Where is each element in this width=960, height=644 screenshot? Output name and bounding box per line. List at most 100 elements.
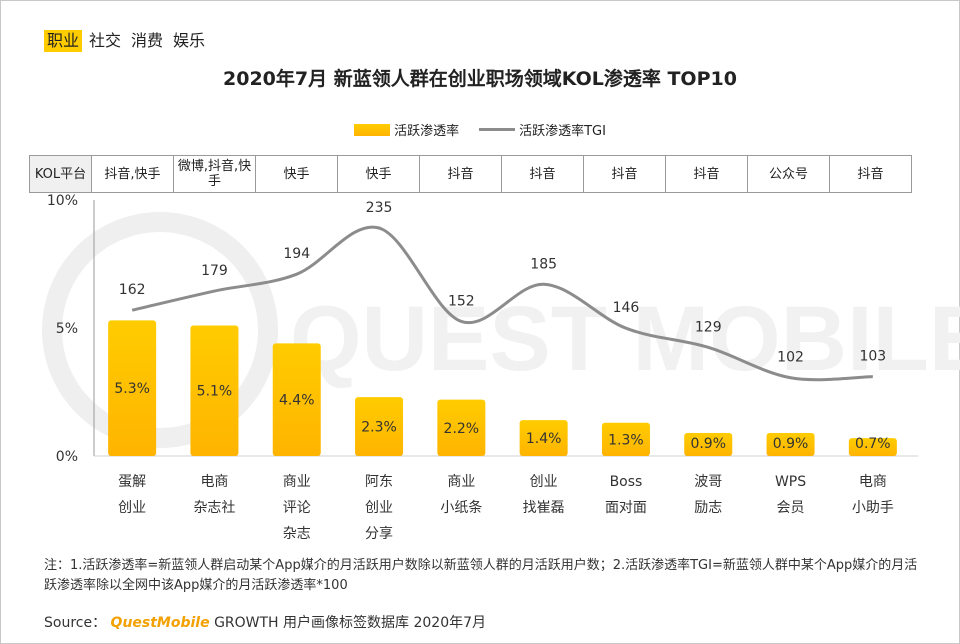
x-category-line: 创业 — [530, 474, 558, 490]
x-category-line: 励志 — [694, 500, 722, 516]
x-category-label: 电商小助手 — [852, 474, 894, 516]
x-category-line: 小助手 — [852, 500, 894, 516]
bar-value-label: 2.2% — [444, 421, 480, 437]
source-brand: QuestMobile — [110, 615, 210, 631]
x-category-label: 创业找崔磊 — [523, 474, 565, 516]
tab-career[interactable]: 职业 — [44, 30, 83, 52]
legend-bar-swatch — [354, 123, 391, 136]
tgi-value-label: 146 — [613, 300, 640, 316]
x-category-label: 电商杂志社 — [193, 474, 235, 516]
x-category-line: 蛋解 — [118, 474, 146, 490]
x-category-label: 波哥励志 — [694, 474, 722, 516]
x-category-line: 商业 — [283, 474, 311, 490]
x-category-line: 创业 — [118, 500, 146, 516]
bar — [684, 432, 733, 456]
kol-cell: 抖音 — [829, 155, 912, 193]
watermark: QUEST MOBILE — [42, 212, 960, 448]
bar — [437, 399, 486, 456]
tgi-value-label: 103 — [859, 349, 886, 365]
tgi-line — [131, 225, 873, 382]
legend-line-label: 活跃渗透率TGI — [519, 124, 606, 139]
tgi-line-layer: 162 179 194 235 152 185 146 129 102 103 — [119, 200, 886, 382]
x-category-line: 找崔磊 — [523, 500, 565, 516]
source-suffix: GROWTH 用户画像标签数据库 2020年7月 — [214, 615, 487, 631]
bar-value-label: 0.9% — [773, 436, 809, 452]
x-category-line: Boss — [610, 474, 643, 490]
tgi-value-label: 179 — [201, 263, 228, 279]
x-category-line: 评论 — [283, 500, 311, 516]
x-category-label: 蛋解创业 — [118, 474, 146, 516]
tab-social[interactable]: 社交 — [89, 31, 122, 50]
kol-cell: 抖音 — [501, 155, 584, 193]
y-tick-label: 10% — [47, 193, 78, 209]
legend-line-swatch — [479, 128, 516, 131]
x-category-line: 波哥 — [694, 474, 722, 490]
source-line: Source： QuestMobile GROWTH 用户画像标签数据库 202… — [44, 612, 486, 632]
tgi-value-label: 102 — [777, 350, 804, 366]
kol-platform-table: KOL平台 抖音,快手 微博,抖音,快手 快手 快手 抖音 抖音 抖音 抖音 公… — [29, 155, 912, 193]
bar — [108, 320, 157, 456]
tab-consumption[interactable]: 消费 — [131, 31, 164, 50]
tgi-value-label: 129 — [695, 319, 722, 335]
x-category-line: 杂志 — [283, 526, 311, 542]
x-category-line: 小纸条 — [440, 499, 482, 516]
kol-cell: 抖音 — [665, 155, 748, 193]
kol-header-cell: KOL平台 — [29, 155, 92, 193]
bar — [766, 432, 815, 456]
legend-item-bar: 活跃渗透率 — [354, 120, 459, 139]
bar-value-label: 0.7% — [855, 436, 891, 452]
tab-entertainment[interactable]: 娱乐 — [173, 31, 206, 50]
footnote: 注：1.活跃渗透率=新蓝领人群启动某个App媒介的月活跃用户数除以新蓝领人群的月… — [44, 558, 918, 593]
x-category-line: 电商 — [200, 474, 228, 490]
bar-value-label: 4.4% — [279, 393, 315, 409]
x-category-line: 会员 — [777, 500, 805, 516]
legend-item-line: 活跃渗透率TGI — [479, 120, 606, 139]
x-category-line: 阿东 — [365, 474, 393, 490]
bar-value-label: 1.3% — [608, 432, 644, 448]
x-category-line: 分享 — [365, 525, 393, 542]
bar-value-label: 5.1% — [197, 384, 233, 400]
legend-bar-label: 活跃渗透率 — [394, 124, 460, 139]
x-category-line: 商业 — [447, 474, 475, 490]
x-category-line: 杂志社 — [193, 500, 235, 516]
tgi-value-label: 162 — [119, 282, 146, 298]
source-prefix: Source： — [44, 615, 107, 631]
x-category-label: 商业小纸条 — [440, 474, 482, 516]
tgi-value-label: 185 — [530, 256, 557, 272]
category-tabs: 职业 社交 消费 娱乐 — [44, 30, 208, 52]
kol-cell: 抖音 — [583, 155, 666, 193]
x-category-line: 创业 — [365, 500, 393, 516]
y-tick-label: 0% — [56, 449, 78, 465]
kol-platform-row: KOL平台 抖音,快手 微博,抖音,快手 快手 快手 抖音 抖音 抖音 抖音 公… — [29, 155, 912, 193]
x-category-line: 电商 — [859, 474, 887, 490]
x-category-line: 面对面 — [605, 500, 647, 516]
bar-value-label: 0.9% — [690, 436, 726, 452]
y-tick-label: 5% — [56, 321, 78, 337]
chart-title: 2020年7月 新蓝领人群在创业职场领域KOL渗透率 TOP10 — [223, 68, 737, 90]
bar-value-label: 1.4% — [526, 431, 562, 447]
bar — [601, 422, 650, 456]
kol-cell: 公众号 — [747, 155, 830, 193]
bar — [848, 438, 897, 456]
x-category-label: Boss 面对面 — [605, 474, 647, 516]
watermark-text: QUEST MOBILE — [290, 288, 960, 390]
kol-cell: 微博,抖音,快手 — [173, 155, 256, 193]
watermark-ring-icon — [42, 212, 278, 448]
kol-cell: 抖音 — [419, 155, 502, 193]
bar — [190, 325, 239, 456]
kol-cell: 快手 — [255, 155, 338, 193]
bar — [355, 397, 404, 456]
x-category-label: 商业评论杂志 — [283, 474, 311, 542]
tgi-value-label: 152 — [448, 293, 475, 309]
bars-layer: 5.3% 5.1% 4.4% 2.3% 2.2% 1.4% 1.3% 0.9% 0.9% 0.7% — [108, 320, 897, 456]
tgi-value-label: 194 — [283, 246, 310, 262]
bar-value-label: 5.3% — [114, 381, 150, 397]
bar — [272, 343, 321, 456]
bar-value-label: 2.3% — [361, 420, 397, 436]
x-category-label: WPS 会员 — [775, 474, 806, 516]
x-category-line: WPS — [775, 474, 806, 490]
kol-cell: 快手 — [337, 155, 420, 193]
chart-legend: 活跃渗透率 活跃渗透率TGI — [0, 120, 960, 139]
